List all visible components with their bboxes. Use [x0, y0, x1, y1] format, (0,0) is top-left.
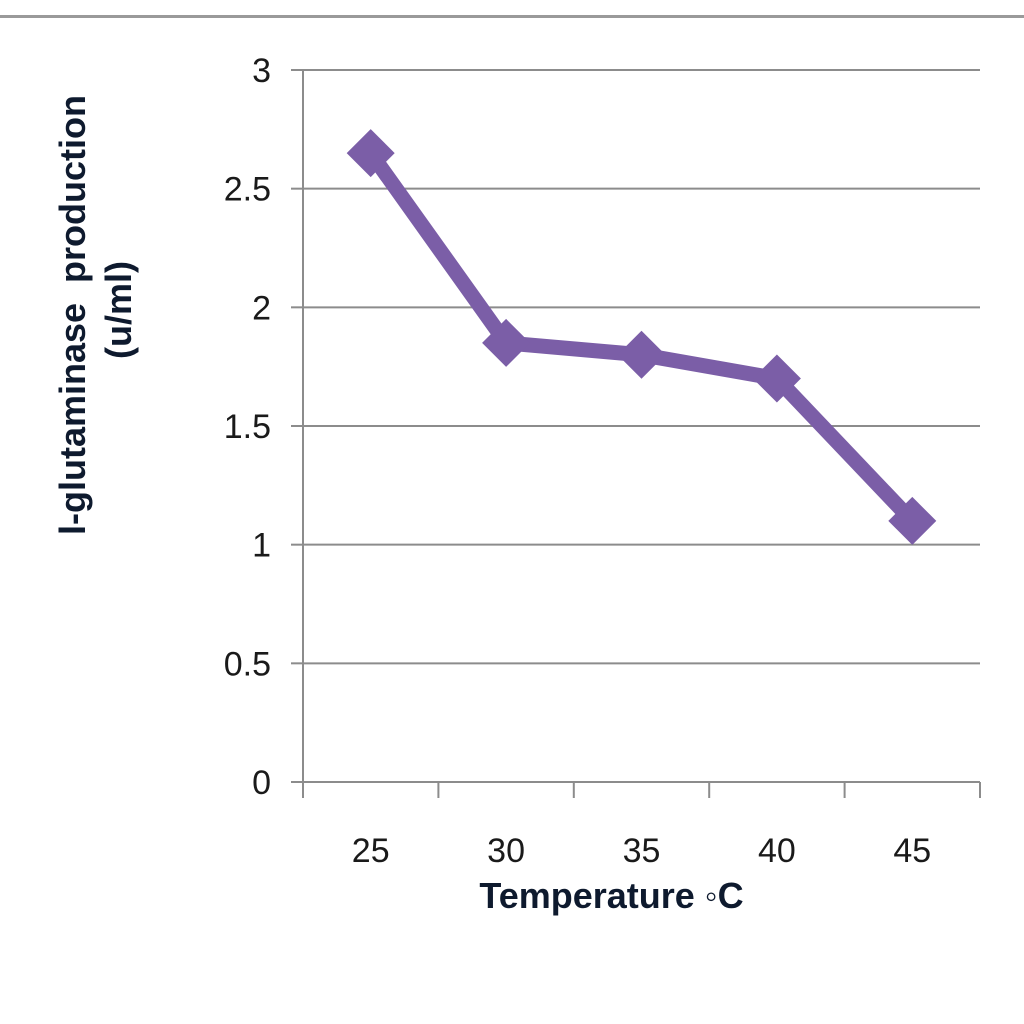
y-tick-label: 0 [252, 764, 271, 802]
data-point-marker [346, 129, 395, 178]
x-tick-label: 45 [893, 832, 931, 870]
x-tick-label: 35 [623, 832, 661, 870]
y-tick-labels: 0 0.5 1 1.5 2 2.5 3 [224, 52, 271, 802]
data-point-marker [617, 330, 666, 379]
data-point-marker [752, 354, 801, 403]
top-border [0, 15, 1024, 18]
y-axis-title: l-glutaminase production (u/ml) [52, 85, 139, 535]
y-tick-label: 2.5 [224, 171, 271, 209]
y-tick-label: 1.5 [224, 408, 271, 446]
x-tick-label: 30 [487, 832, 525, 870]
y-axis-title-line-2: (u/ml) [98, 261, 139, 359]
y-tick-label: 3 [252, 52, 271, 90]
axes [291, 69, 981, 798]
series [346, 129, 937, 545]
x-tick-label: 40 [758, 832, 796, 870]
gridlines [303, 69, 980, 665]
data-point-marker [482, 318, 531, 367]
x-axis-title: Temperature ◦C [479, 875, 743, 916]
y-tick-label: 0.5 [224, 645, 271, 683]
y-axis-title-line-1: l-glutaminase production [52, 95, 93, 535]
x-tick-labels: 25 30 35 40 45 [352, 832, 931, 870]
y-tick-label: 2 [252, 289, 271, 327]
y-tick-label: 1 [252, 527, 271, 565]
x-tick-label: 25 [352, 832, 390, 870]
data-point-marker [888, 496, 937, 545]
